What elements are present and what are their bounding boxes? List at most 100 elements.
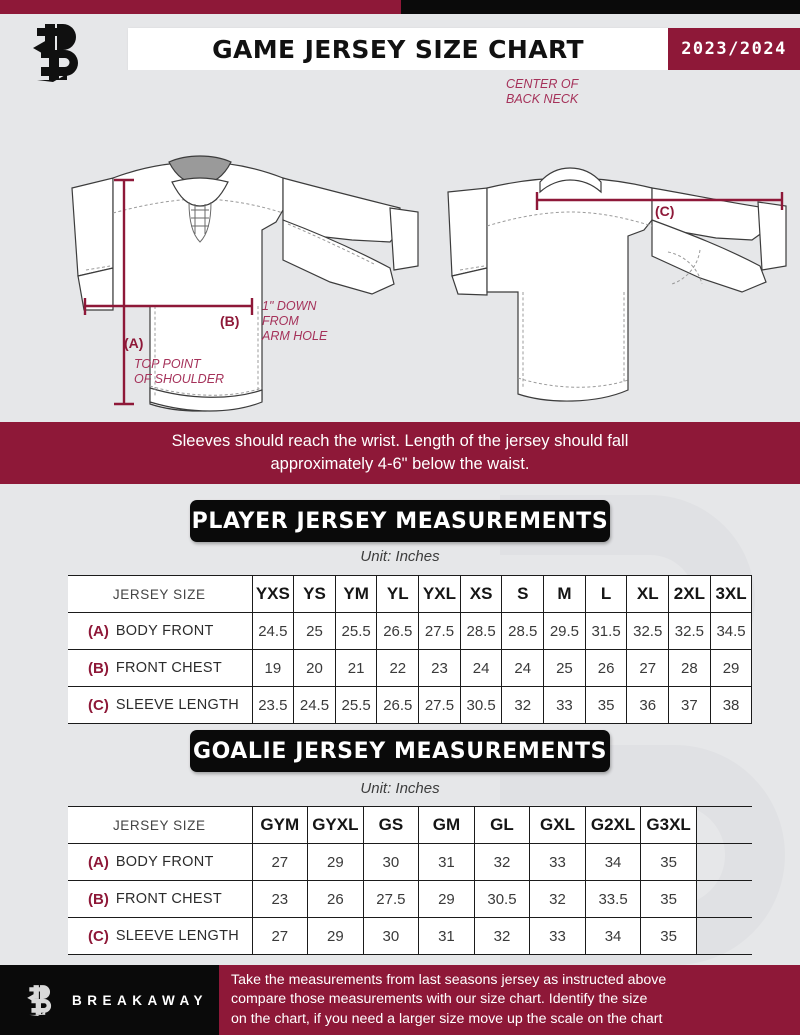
marker-b-note-line1: 1" DOWN <box>262 299 317 313</box>
row-marker: (B) <box>88 659 109 677</box>
player-unit-label: Unit: Inches <box>360 548 440 565</box>
front-jersey-collar <box>168 155 232 207</box>
cell-2xl: 32.5 <box>668 612 711 650</box>
cell-xs: 30.5 <box>459 686 503 724</box>
goalie-measurements-table: JERSEY SIZE GYM GYXL GS GM GL GXL G2XL G3XL (A) BO… <box>68 806 752 955</box>
cell-g3xl: 35 <box>640 880 697 918</box>
table-row: (A) BODY FRONT 24.5 25 25.5 26.5 27.5 28.5 28.5 2… <box>68 612 753 650</box>
column-header-m: M <box>543 575 586 613</box>
breakaway-b-logo-icon <box>33 24 78 82</box>
top-bar-maroon <box>0 0 401 14</box>
front-jersey-illustration <box>71 161 419 412</box>
footer-instructions: Take the measurements from last seasons … <box>219 965 800 1035</box>
front-dimension-lines <box>83 178 254 406</box>
cell-gyxl: 29 <box>307 843 364 881</box>
table-row: (A) BODY FRONT 27 29 30 31 32 33 34 35 <box>68 843 752 881</box>
empty-cell <box>695 917 752 955</box>
footer-line1: Take the measurements from last seasons … <box>231 971 667 988</box>
cell-gxl: 33 <box>529 917 586 955</box>
row-label-body-front: (A) BODY FRONT <box>68 843 253 881</box>
cell-3xl: 34.5 <box>709 612 753 650</box>
cell-gyxl: 29 <box>307 917 364 955</box>
column-header-ys: YS <box>293 575 336 613</box>
cell-2xl: 37 <box>668 686 711 724</box>
marker-b-note-line2: FROM <box>262 314 299 328</box>
column-header-ym: YM <box>334 575 378 613</box>
row-marker: (A) <box>88 853 109 871</box>
column-header-2xl: 2XL <box>668 575 711 613</box>
cell-s: 24 <box>501 649 545 687</box>
column-header-yxl: YXL <box>418 575 461 613</box>
marker-b-note-line3: ARM HOLE <box>261 329 328 343</box>
empty-cell <box>695 806 752 844</box>
back-jersey-illustration <box>447 177 787 402</box>
goalie-unit-label: Unit: Inches <box>360 780 440 797</box>
cell-ym: 25.5 <box>334 612 378 650</box>
column-header-gyxl: GYXL <box>307 806 364 844</box>
cell-s: 28.5 <box>501 612 545 650</box>
cell-gl: 32 <box>473 917 531 955</box>
footer-line2: compare those measurements with our size… <box>231 991 648 1008</box>
column-header-yl: YL <box>376 575 420 613</box>
footer-line3: on the chart, if you need a larger size … <box>231 1010 663 1027</box>
cell-l: 35 <box>584 686 628 724</box>
season-badge-text: 2023/2024 <box>681 39 787 59</box>
column-header-g2xl: G2XL <box>584 806 642 844</box>
column-header-gym: GYM <box>251 806 309 844</box>
cell-gs: 30 <box>362 843 420 881</box>
column-header-yxs: YXS <box>251 575 295 613</box>
top-bar-black <box>401 0 800 14</box>
row-marker: (B) <box>88 890 109 908</box>
cell-yl: 26.5 <box>376 686 420 724</box>
row-label-body-front: (A) BODY FRONT <box>68 612 253 650</box>
player-section-title-text: PLAYER JERSEY MEASUREMENTS <box>191 508 609 534</box>
table-header-row: JERSEY SIZE GYM GYXL GS GM GL GXL G2XL G3XL <box>68 806 752 844</box>
table-row: (B) FRONT CHEST 19 20 21 22 23 24 24 25 26 27 28 29 <box>68 649 753 687</box>
page-header: GAME JERSEY SIZE CHART 2023/2024 <box>0 14 800 82</box>
cell-xl: 32.5 <box>626 612 670 650</box>
cell-yl: 26.5 <box>376 612 420 650</box>
cell-gm: 29 <box>418 880 475 918</box>
cell-s: 32 <box>501 686 545 724</box>
cell-xs: 28.5 <box>459 612 503 650</box>
row-name: FRONT CHEST <box>115 891 222 907</box>
cell-g3xl: 35 <box>640 917 697 955</box>
row-marker: (C) <box>88 696 109 714</box>
cell-yxs: 24.5 <box>251 612 295 650</box>
cell-ys: 24.5 <box>293 686 336 724</box>
back-dimension-lines <box>535 192 784 210</box>
cell-gym: 23 <box>251 880 309 918</box>
goalie-section-title-text: GOALIE JERSEY MEASUREMENTS <box>192 738 608 764</box>
row-label-sleeve-length: (C) SLEEVE LENGTH <box>68 686 253 724</box>
column-header-3xl: 3XL <box>709 575 753 613</box>
player-section-title: PLAYER JERSEY MEASUREMENTS <box>190 500 610 542</box>
cell-g2xl: 34 <box>584 917 642 955</box>
column-header-jersey-size: JERSEY SIZE <box>68 806 253 844</box>
goalie-section-title: GOALIE JERSEY MEASUREMENTS <box>190 730 610 772</box>
cell-ys: 25 <box>293 612 336 650</box>
page-title: GAME JERSEY SIZE CHART <box>128 28 668 70</box>
fit-note-banner: Sleeves should reach the wrist. Length o… <box>0 422 800 484</box>
cell-m: 33 <box>543 686 586 724</box>
back-jersey-stitching <box>459 211 703 388</box>
row-name: BODY FRONT <box>115 623 214 639</box>
cell-yxl: 23 <box>418 649 461 687</box>
marker-a-note-line2: OF SHOULDER <box>134 372 224 386</box>
cell-g2xl: 34 <box>584 843 642 881</box>
row-name: SLEEVE LENGTH <box>115 928 239 944</box>
cell-m: 29.5 <box>543 612 586 650</box>
jersey-diagrams: (B) (A) TOP POINT OF SHOULDER 1" DOWN FR… <box>0 70 800 422</box>
cell-yl: 22 <box>376 649 420 687</box>
cell-gs: 27.5 <box>362 880 420 918</box>
top-accent-bar <box>0 0 800 14</box>
column-header-gl: GL <box>473 806 531 844</box>
row-label-front-chest: (B) FRONT CHEST <box>68 880 253 918</box>
front-jersey-lace <box>188 201 212 243</box>
table-row: (B) FRONT CHEST 23 26 27.5 29 30.5 32 33.5 35 <box>68 880 752 918</box>
row-name: SLEEVE LENGTH <box>115 697 239 713</box>
cell-gm: 31 <box>418 843 475 881</box>
cell-m: 25 <box>543 649 586 687</box>
cell-xl: 36 <box>626 686 670 724</box>
table-row: (C) SLEEVE LENGTH 23.5 24.5 25.5 26.5 27.5 30.5… <box>68 686 753 724</box>
